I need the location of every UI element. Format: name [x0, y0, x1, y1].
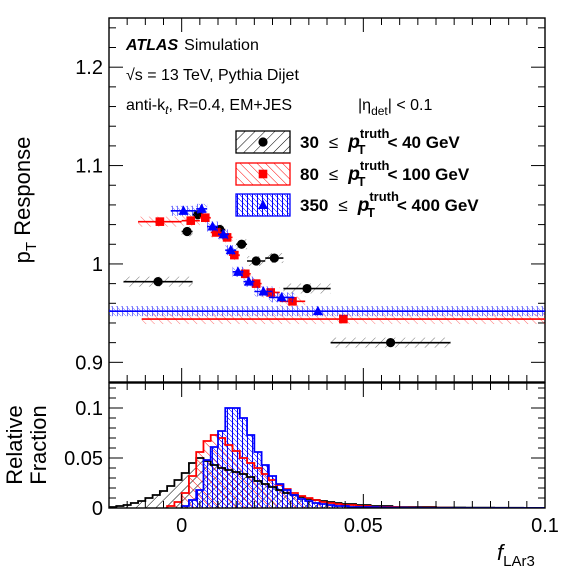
jet-alg-sub: t: [165, 103, 169, 117]
response-point: [218, 229, 229, 239]
response-point: [232, 266, 243, 276]
response-y-tick-label: 1.2: [75, 57, 103, 79]
ylabel-response: Response: [10, 137, 35, 236]
response-point: [178, 205, 189, 215]
response-point: [155, 217, 165, 226]
legend-entry-0: 30 ≤ ptruth T < 40 GeV: [300, 126, 460, 157]
fraction-y-tick-label: 0.05: [64, 448, 103, 470]
ylabel-p: p: [10, 251, 35, 263]
response-y-tick-label: 1: [92, 254, 103, 276]
fraction-x-tick-label: 0.05: [344, 515, 383, 537]
legend-marker-2: [258, 199, 268, 209]
legend-marker-1: [258, 169, 268, 179]
ylabel-relative: Relative: [2, 405, 27, 484]
response-point: [153, 277, 163, 287]
sqrt-s-label: √s = 13 TeV, Pythia Dijet: [126, 67, 299, 84]
ylabel-t-sub: T: [23, 242, 40, 251]
fraction-x-tick-label: 0.1: [531, 515, 559, 537]
atlas-label: ATLAS Simulation: [125, 37, 259, 54]
response-point: [385, 338, 396, 348]
jet-algorithm-label: anti-kt, R=0.4, EM+JES: [126, 97, 292, 117]
response-point: [243, 276, 254, 286]
xlabel-f: f: [497, 540, 506, 565]
x-axis-title: fLAr3: [497, 540, 535, 570]
response-y-tick-label: 1.1: [75, 156, 103, 178]
response-y-axis-title: pT Response: [10, 137, 40, 264]
response-series-0: [123, 209, 451, 348]
eta-cut-label: |ηdet| < 0.1: [358, 97, 432, 118]
fraction-y-axis-title: Relative Fraction: [2, 405, 51, 484]
response-point: [276, 291, 287, 302]
svg-text:pT Response: pT Response: [10, 137, 40, 264]
eta-post: | < 0.1: [388, 97, 433, 114]
eta-pre: |η: [358, 97, 371, 114]
response-ticks: [108, 18, 546, 382]
ylabel-fraction: Fraction: [26, 405, 51, 484]
response-point: [302, 283, 312, 294]
legend-marker-0: [258, 137, 268, 147]
response-point: [312, 305, 323, 316]
fraction-y-tick-label: 0.1: [75, 398, 103, 420]
simulation-word: Simulation: [184, 37, 259, 54]
response-panel: 0.9 1 1.1 1.2 pT Response ATLAS Simulation √…: [10, 17, 546, 383]
response-point: [186, 216, 196, 225]
response-point: [251, 256, 261, 266]
response-points: [109, 203, 545, 348]
response-point: [339, 314, 348, 324]
response-point: [269, 253, 279, 263]
eta-sub: det: [371, 104, 388, 118]
fraction-histograms: [109, 407, 545, 508]
response-point: [182, 226, 192, 237]
response-point: [211, 228, 221, 237]
response-point: [237, 239, 247, 249]
response-point: [225, 244, 236, 255]
fraction-x-tick-labels: 0 0.05 0.1: [176, 515, 559, 537]
response-y-tick-labels: 0.9 1 1.1 1.2: [75, 57, 103, 374]
fraction-hist-fill-2: [181, 408, 545, 508]
fraction-y-tick-labels: 0 0.05 0.1: [64, 398, 103, 520]
xlabel-lar3: LAr3: [503, 553, 535, 570]
fraction-y-tick-label: 0: [92, 498, 103, 520]
response-point: [251, 279, 261, 288]
response-point: [200, 213, 210, 223]
fraction-ticks: [108, 383, 546, 509]
legend-entry-2: 350 ≤ ptruth T < 400 GeV: [300, 189, 479, 220]
atlas-word: ATLAS: [125, 37, 178, 54]
response-point: [196, 203, 207, 213]
response-point: [240, 269, 250, 279]
fraction-panel: 0 0.05 0.1 0 0.05 0.1 Relative Fraction fLAr…: [2, 382, 559, 570]
response-point: [207, 221, 218, 231]
response-point: [258, 286, 269, 296]
jet-alg-rest: , R=0.4, EM+JES: [168, 97, 292, 114]
response-series-2: [109, 203, 545, 317]
legend-entry-1: 80 ≤ ptruth T < 100 GeV: [300, 158, 470, 189]
fraction-x-tick-label: 0: [176, 515, 187, 537]
jet-alg-prefix: anti-k: [126, 97, 166, 114]
response-y-tick-label: 0.9: [75, 352, 103, 374]
